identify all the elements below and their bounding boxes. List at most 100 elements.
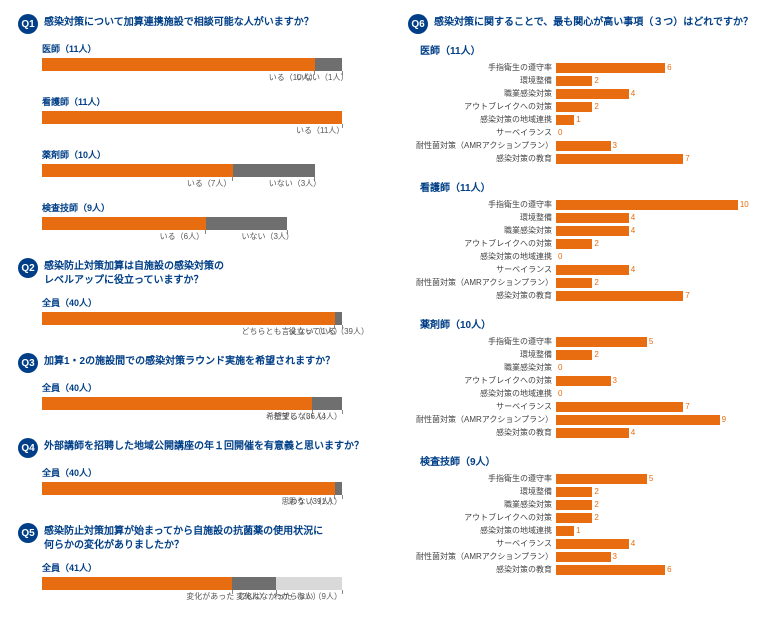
hbar-row: 感染対策の教育 7 <box>416 152 758 165</box>
hbar-value: 5 <box>647 474 653 483</box>
hbar-value: 7 <box>683 154 689 163</box>
chart-row: 全員（40人）思う（39人）思わない（1人） <box>18 466 388 509</box>
hbar-value: 2 <box>592 76 598 85</box>
hbar-value: 4 <box>629 213 635 222</box>
hbar-bar <box>556 89 629 99</box>
hbar-row: 感染対策の地域連携0 <box>416 387 758 400</box>
hbar-bar <box>556 500 592 510</box>
hbar-value: 0 <box>556 363 562 372</box>
hbar-row: アウトブレイクへの対策2 <box>416 237 758 250</box>
question-title: 外部講師を招聘した地域公開講座の年１回開催を有意義と思いますか？ <box>44 438 364 454</box>
hbar-bar <box>556 226 629 236</box>
hbar-value: 7 <box>683 291 689 300</box>
hbar-label: アウトブレイクへの対策 <box>416 101 556 112</box>
hbar-row: 職業感染対策2 <box>416 498 758 511</box>
hbar-row: 環境整備 2 <box>416 348 758 361</box>
hbar-row: サーベイランス7 <box>416 400 758 413</box>
hbar-label: 手指衛生の遵守率 <box>416 199 556 210</box>
hbar-label: 感染対策の教育 <box>416 153 556 164</box>
hbar-row: アウトブレイクへの対策2 <box>416 511 758 524</box>
hbar-value: 0 <box>556 389 562 398</box>
stacked-bar <box>42 217 342 230</box>
hbar-value: 2 <box>592 239 598 248</box>
question-q5: Q5感染防止対策加算が始まってから自施設の抗菌薬の使用状況に 何らかの変化があり… <box>18 523 388 604</box>
hbar-label: 感染対策の地域連携 <box>416 388 556 399</box>
hbar-row: 感染対策の教育7 <box>416 289 758 302</box>
hbar-label: 環境整備 <box>416 486 556 497</box>
hbar-bar <box>556 428 629 438</box>
stacked-bar <box>42 482 342 495</box>
stacked-bar <box>42 577 342 590</box>
group-title: 看護師（11人） <box>420 179 758 194</box>
group-title: 薬剤師（10人） <box>420 316 758 331</box>
hbar-value: 2 <box>592 487 598 496</box>
hbar-label: 職業感染対策 <box>416 499 556 510</box>
question-badge: Q4 <box>18 438 38 458</box>
hbar-label: 感染対策の地域連携 <box>416 114 556 125</box>
hbar-bar <box>556 200 738 210</box>
bar-segment <box>335 482 343 495</box>
hbar-row: 手指衛生の遵守率6 <box>416 61 758 74</box>
stacked-bar <box>42 164 342 177</box>
hbar-row: 環境整備 2 <box>416 485 758 498</box>
chart-row: 看護師（11人）いる（11人） <box>18 95 388 138</box>
bar-segment <box>42 111 342 124</box>
question-q1: Q1感染対策について加算連携施設で相談可能な人がいますか？医師（11人）いる（1… <box>18 14 388 244</box>
stacked-bar <box>42 111 342 124</box>
hbar-value: 3 <box>611 141 617 150</box>
hbar-label: 手指衛生の遵守率 <box>416 473 556 484</box>
hbar-bar <box>556 402 683 412</box>
hbar-bar <box>556 513 592 523</box>
bar-segment <box>232 577 276 590</box>
hbar-bar <box>556 63 665 73</box>
hbar-value: 2 <box>592 350 598 359</box>
hbar-row: アウトブレイクへの対策 2 <box>416 100 758 113</box>
chart-row: 全員（40人）役立っている（39人）どちらとも言えない（1人） <box>18 296 388 339</box>
segment-label: いる（11人） <box>296 125 344 136</box>
hbar-bar <box>556 415 720 425</box>
segment-label: いる（6人） <box>160 231 204 242</box>
hbar-bar <box>556 141 611 151</box>
hbar-row: 手指衛生の遵守率5 <box>416 335 758 348</box>
bar-segment <box>315 58 342 71</box>
hbar-value: 2 <box>592 102 598 111</box>
hbar-row: 感染対策の教育6 <box>416 563 758 576</box>
hbar-label: サーベイランス <box>416 264 556 275</box>
segment-label: 思わない（1人） <box>282 496 342 507</box>
bar-segment <box>276 577 342 590</box>
hbar-label: 耐性菌対策（AMRアクションプラン） <box>416 551 556 562</box>
question-badge: Q5 <box>18 523 38 543</box>
row-label: 全員（40人） <box>42 296 388 309</box>
bar-segment <box>42 312 335 325</box>
hbar-value: 4 <box>629 89 635 98</box>
hbar-row: 耐性菌対策（AMRアクションプラン）2 <box>416 276 758 289</box>
segment-label: いない（3人） <box>241 231 293 242</box>
hbar-bar <box>556 102 592 112</box>
hbar-value: 2 <box>592 513 598 522</box>
hbar-label: 感染対策の教育 <box>416 427 556 438</box>
bar-segment <box>42 217 206 230</box>
segment-label: いる（7人） <box>187 178 231 189</box>
question-badge: Q2 <box>18 258 38 278</box>
question-q2: Q2感染防止対策加算は自施設の感染対策の レベルアップに役立っていますか？全員（… <box>18 258 388 339</box>
hbar-value: 6 <box>665 63 671 72</box>
chart-row: 全員（41人）変化があった（26人）変化はなかった（6人）わからない（9人） <box>18 561 388 604</box>
hbar-value: 0 <box>556 128 562 137</box>
question-badge: Q1 <box>18 14 38 34</box>
hbar-row: 感染対策の地域連携0 <box>416 250 758 263</box>
hbar-label: 耐性菌対策（AMRアクションプラン） <box>416 140 556 151</box>
hbar-value: 9 <box>720 415 726 424</box>
hbar-row: アウトブレイクへの対策3 <box>416 374 758 387</box>
hbar-group: 薬剤師（10人）手指衛生の遵守率5環境整備2職業感染対策0アウトブレイクへの対策… <box>416 316 758 439</box>
chart-row: 全員（40人）希望する（36人）希望しない（4人） <box>18 381 388 424</box>
hbar-bar <box>556 552 611 562</box>
hbar-bar <box>556 474 647 484</box>
hbar-value: 5 <box>647 337 653 346</box>
hbar-bar <box>556 565 665 575</box>
hbar-row: 手指衛生の遵守率10 <box>416 198 758 211</box>
hbar-row: サーベイランス 4 <box>416 263 758 276</box>
hbar-value: 4 <box>629 265 635 274</box>
row-label: 検査技師（9人） <box>42 201 388 214</box>
hbar-label: 環境整備 <box>416 349 556 360</box>
bar-segment <box>42 164 233 177</box>
